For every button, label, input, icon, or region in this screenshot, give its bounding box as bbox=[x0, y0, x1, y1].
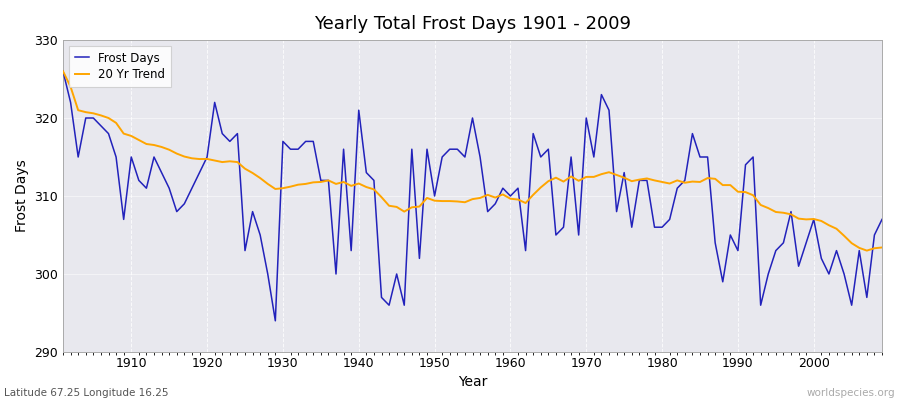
Legend: Frost Days, 20 Yr Trend: Frost Days, 20 Yr Trend bbox=[69, 46, 171, 87]
Text: Latitude 67.25 Longitude 16.25: Latitude 67.25 Longitude 16.25 bbox=[4, 388, 169, 398]
Frost Days bbox=[604, 108, 615, 112]
Frost Days bbox=[513, 186, 524, 190]
20 Yr Trend bbox=[596, 172, 607, 176]
Frost Days bbox=[270, 318, 281, 323]
20 Yr Trend bbox=[58, 69, 68, 74]
20 Yr Trend bbox=[877, 245, 887, 250]
20 Yr Trend bbox=[861, 248, 872, 253]
X-axis label: Year: Year bbox=[458, 376, 487, 390]
Text: worldspecies.org: worldspecies.org bbox=[807, 388, 896, 398]
Frost Days bbox=[505, 194, 516, 198]
20 Yr Trend bbox=[505, 196, 516, 201]
Line: 20 Yr Trend: 20 Yr Trend bbox=[63, 71, 882, 250]
Frost Days bbox=[58, 69, 68, 74]
20 Yr Trend bbox=[330, 182, 341, 186]
20 Yr Trend bbox=[285, 184, 296, 189]
20 Yr Trend bbox=[498, 192, 508, 197]
Frost Days bbox=[338, 147, 349, 152]
Frost Days bbox=[118, 217, 129, 222]
20 Yr Trend bbox=[118, 131, 129, 136]
Line: Frost Days: Frost Days bbox=[63, 71, 882, 321]
Y-axis label: Frost Days: Frost Days bbox=[14, 160, 29, 232]
Frost Days bbox=[877, 217, 887, 222]
Frost Days bbox=[292, 147, 303, 152]
Title: Yearly Total Frost Days 1901 - 2009: Yearly Total Frost Days 1901 - 2009 bbox=[314, 15, 631, 33]
